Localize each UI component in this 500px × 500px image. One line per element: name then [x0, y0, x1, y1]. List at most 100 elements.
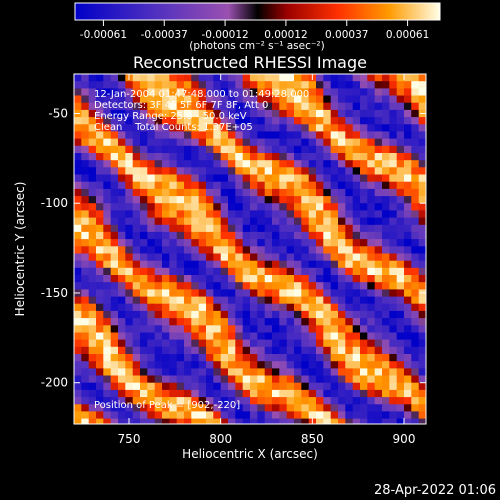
field-pixel: [316, 303, 324, 312]
field-pixel: [250, 246, 258, 255]
field-pixel: [294, 196, 302, 204]
field-pixel: [81, 131, 90, 140]
field-pixel: [308, 368, 317, 377]
field-pixel: [96, 275, 104, 283]
field-pixel: [235, 95, 244, 104]
field-pixel: [242, 354, 251, 362]
field-pixel: [426, 203, 434, 211]
field-pixel: [360, 145, 368, 154]
field-pixel: [352, 303, 361, 312]
field-pixel: [301, 389, 310, 398]
field-pixel: [162, 239, 170, 247]
field-pixel: [110, 318, 119, 326]
field-pixel: [279, 267, 288, 276]
field-pixel: [110, 145, 119, 154]
field-pixel: [286, 382, 295, 391]
field-pixel: [352, 138, 361, 147]
field-pixel: [242, 224, 251, 233]
field-pixel: [301, 275, 310, 283]
field-pixel: [264, 81, 273, 89]
field-pixel: [374, 418, 383, 424]
field-pixel: [206, 296, 214, 305]
field-pixel: [242, 167, 251, 176]
field-pixel: [184, 375, 192, 384]
field-pixel: [132, 368, 141, 377]
field-pixel: [396, 332, 405, 341]
field-pixel: [279, 210, 288, 219]
field-pixel: [169, 109, 178, 118]
field-pixel: [103, 411, 112, 420]
field-pixel: [235, 102, 244, 111]
field-pixel: [110, 325, 119, 334]
field-pixel: [250, 131, 258, 140]
field-pixel: [81, 267, 90, 276]
field-pixel: [81, 196, 90, 204]
field-pixel: [162, 418, 170, 424]
field-pixel: [206, 260, 214, 269]
field-pixel: [279, 375, 288, 384]
field-pixel: [162, 153, 170, 161]
field-pixel: [301, 117, 310, 125]
field-pixel: [184, 354, 192, 362]
field-pixel: [286, 131, 295, 140]
field-pixel: [147, 203, 156, 211]
field-pixel: [242, 346, 251, 355]
field-pixel: [103, 289, 112, 298]
field-pixel: [316, 332, 324, 341]
field-pixel: [118, 167, 126, 176]
field-pixel: [382, 375, 390, 384]
field-pixel: [411, 131, 420, 140]
field-pixel: [81, 411, 90, 420]
field-pixel: [169, 145, 178, 154]
field-pixel: [242, 382, 251, 391]
field-pixel: [272, 203, 280, 211]
field-pixel: [176, 174, 185, 183]
field-pixel: [250, 239, 258, 247]
field-pixel: [382, 418, 390, 424]
field-pixel: [110, 404, 119, 413]
field-pixel: [418, 368, 426, 377]
field-pixel: [382, 368, 390, 377]
field-pixel: [301, 260, 310, 269]
field-pixel: [308, 196, 317, 204]
field-pixel: [396, 368, 405, 377]
field-pixel: [345, 267, 354, 276]
field-pixel: [235, 167, 244, 176]
field-pixel: [330, 361, 339, 369]
field-pixel: [155, 426, 163, 434]
field-pixel: [213, 397, 222, 405]
field-pixel: [418, 260, 426, 269]
field-pixel: [272, 210, 280, 219]
field-pixel: [338, 196, 346, 204]
field-pixel: [140, 224, 148, 233]
field-pixel: [323, 181, 332, 190]
field-pixel: [206, 117, 214, 125]
field-pixel: [147, 354, 156, 362]
field-pixel: [162, 231, 170, 240]
field-pixel: [147, 153, 156, 161]
field-pixel: [367, 325, 376, 334]
field-pixel: [330, 310, 339, 319]
field-pixel: [411, 124, 420, 133]
field-pixel: [301, 109, 310, 118]
field-pixel: [264, 296, 273, 305]
field-pixel: [74, 389, 82, 398]
field-pixel: [338, 382, 346, 391]
field-pixel: [396, 217, 405, 226]
field-pixel: [374, 224, 383, 233]
field-pixel: [389, 160, 398, 168]
field-pixel: [272, 346, 280, 355]
field-pixel: [257, 224, 266, 233]
field-pixel: [338, 282, 346, 290]
field-pixel: [198, 124, 207, 133]
field-pixel: [242, 145, 251, 154]
field-pixel: [213, 253, 222, 262]
field-pixel: [418, 88, 426, 97]
field-pixel: [338, 124, 346, 133]
field-pixel: [316, 389, 324, 398]
field-pixel: [294, 88, 302, 97]
field-pixel: [88, 368, 97, 377]
field-pixel: [132, 131, 141, 140]
field-pixel: [191, 88, 200, 97]
field-pixel: [88, 246, 97, 255]
